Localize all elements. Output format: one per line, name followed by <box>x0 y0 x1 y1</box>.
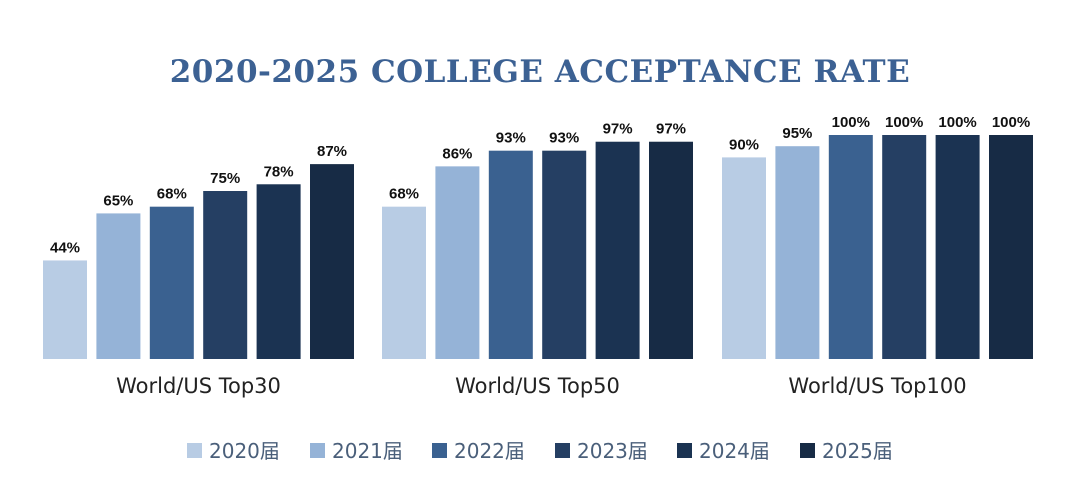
legend-swatch <box>310 443 325 458</box>
bar-1-2025届 <box>310 164 354 359</box>
category-label: World/US Top100 <box>788 374 966 398</box>
data-label: 93% <box>496 130 526 147</box>
legend-label: 2023届 <box>577 439 648 463</box>
data-label: 95% <box>782 125 812 142</box>
data-label: 75% <box>210 170 240 187</box>
legend-label: 2020届 <box>209 439 280 463</box>
data-label: 68% <box>157 186 187 203</box>
data-label: 100% <box>992 114 1030 131</box>
data-label: 44% <box>50 239 80 256</box>
bar-3-2020届 <box>722 157 766 359</box>
data-label: 97% <box>603 121 633 138</box>
legend-swatch <box>432 443 447 458</box>
legend-swatch <box>800 443 815 458</box>
bar-2-2021届 <box>435 166 480 359</box>
category-label: World/US Top50 <box>455 374 620 398</box>
legend-label: 2021届 <box>332 439 403 463</box>
bar-3-2022届 <box>828 135 873 359</box>
bar-1-2020届 <box>43 260 87 359</box>
legend-swatch <box>187 443 202 458</box>
data-label: 100% <box>832 114 870 131</box>
data-label: 97% <box>656 121 686 138</box>
bar-2-2020届 <box>382 206 426 359</box>
data-label: 65% <box>103 192 133 209</box>
data-label: 68% <box>389 186 419 203</box>
legend-label: 2022届 <box>454 439 525 463</box>
legend-label: 2025届 <box>822 439 893 463</box>
bar-2-2024届 <box>595 141 640 359</box>
bar-3-2025届 <box>989 135 1033 359</box>
legend-label: 2024届 <box>699 439 770 463</box>
legend-swatch <box>555 443 570 458</box>
data-label: 78% <box>264 163 294 180</box>
category-labels: World/US Top30 World/US Top50 World/US Top… <box>116 374 966 398</box>
category-label: World/US Top30 <box>116 374 281 398</box>
bar-3-2023届 <box>882 135 927 359</box>
chart-title: 2020-2025 COLLEGE ACCEPTANCE RATE <box>170 54 911 90</box>
bar-1-2021届 <box>96 213 141 359</box>
data-label: 90% <box>729 136 759 153</box>
bar-1-2022届 <box>149 206 194 359</box>
legend: 2020届 2021届 2022届 2023届 2024届 2025届 <box>187 439 893 463</box>
bar-1-2024届 <box>256 184 301 359</box>
data-labels: 44% 65% 68% 75% 78% 87% 68% 86% 93% 93% 97% 97% 90% 9… <box>50 114 1030 256</box>
data-label: 86% <box>442 145 472 162</box>
bar-3-2024届 <box>935 135 980 359</box>
data-label: 100% <box>938 114 976 131</box>
legend-swatch <box>677 443 692 458</box>
data-label: 100% <box>885 114 923 131</box>
bar-2-2025届 <box>649 141 693 359</box>
data-label: 93% <box>549 130 579 147</box>
data-label: 87% <box>317 143 347 160</box>
bar-2-2022届 <box>488 150 533 359</box>
bar-3-2021届 <box>775 146 820 359</box>
bar-1-2023届 <box>203 191 248 359</box>
bar-area <box>43 135 1033 359</box>
bar-2-2023届 <box>542 150 587 359</box>
